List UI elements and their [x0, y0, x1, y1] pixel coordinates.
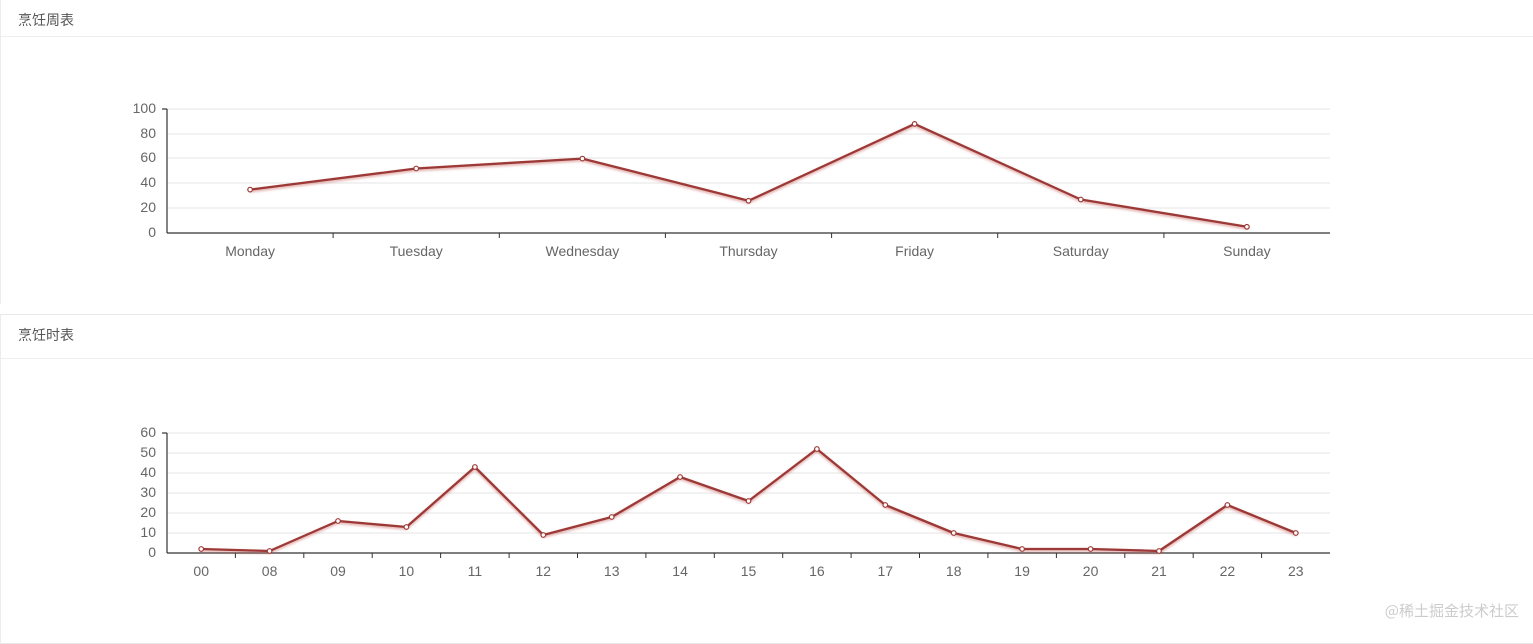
svg-text:08: 08 — [262, 563, 278, 579]
svg-text:17: 17 — [878, 563, 894, 579]
svg-text:20: 20 — [140, 504, 156, 520]
svg-text:60: 60 — [140, 424, 156, 440]
svg-text:20: 20 — [1083, 563, 1099, 579]
svg-text:100: 100 — [133, 100, 157, 116]
svg-text:40: 40 — [140, 174, 156, 190]
svg-text:Friday: Friday — [895, 243, 934, 259]
svg-text:0: 0 — [148, 224, 156, 240]
svg-text:60: 60 — [140, 149, 156, 165]
svg-text:0: 0 — [148, 544, 156, 560]
svg-text:21: 21 — [1151, 563, 1167, 579]
svg-text:00: 00 — [193, 563, 209, 579]
svg-text:10: 10 — [140, 524, 156, 540]
svg-text:80: 80 — [140, 125, 156, 141]
svg-text:Tuesday: Tuesday — [390, 243, 443, 259]
svg-text:18: 18 — [946, 563, 962, 579]
svg-text:Saturday: Saturday — [1053, 243, 1109, 259]
svg-text:Thursday: Thursday — [719, 243, 777, 259]
svg-text:19: 19 — [1014, 563, 1030, 579]
svg-text:20: 20 — [140, 199, 156, 215]
svg-text:Wednesday: Wednesday — [546, 243, 620, 259]
svg-text:23: 23 — [1288, 563, 1304, 579]
svg-text:50: 50 — [140, 444, 156, 460]
svg-text:Sunday: Sunday — [1223, 243, 1270, 259]
svg-text:14: 14 — [672, 563, 688, 579]
svg-text:09: 09 — [330, 563, 346, 579]
svg-text:12: 12 — [536, 563, 552, 579]
svg-text:13: 13 — [604, 563, 620, 579]
svg-text:30: 30 — [140, 484, 156, 500]
svg-text:10: 10 — [399, 563, 415, 579]
svg-text:40: 40 — [140, 464, 156, 480]
svg-text:11: 11 — [468, 563, 483, 579]
svg-text:15: 15 — [741, 563, 757, 579]
svg-text:Monday: Monday — [225, 243, 275, 259]
svg-text:16: 16 — [809, 563, 825, 579]
svg-text:22: 22 — [1220, 563, 1236, 579]
